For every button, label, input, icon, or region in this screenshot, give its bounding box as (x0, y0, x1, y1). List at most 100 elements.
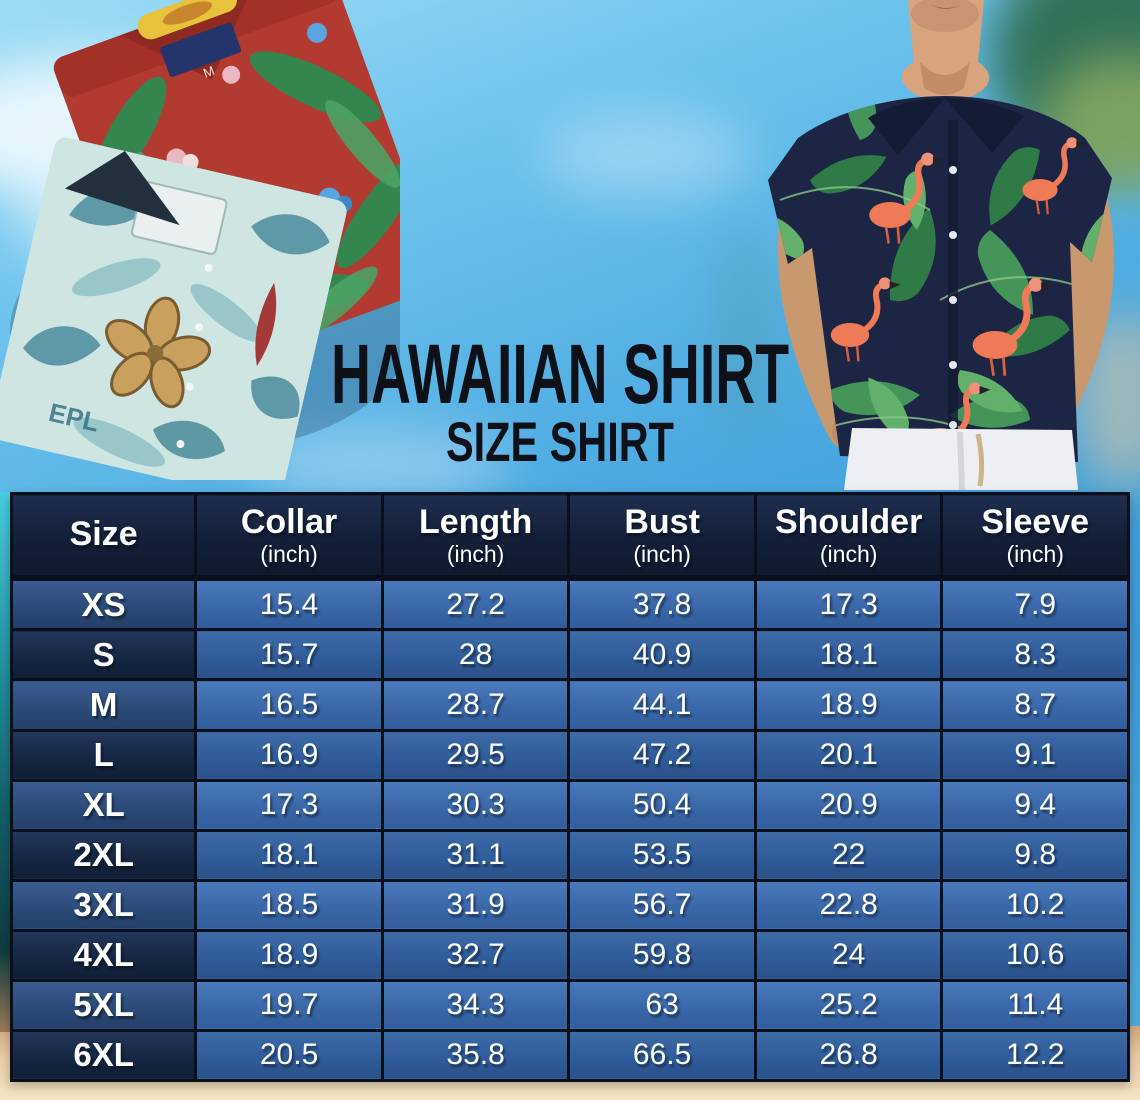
value-cell: 28.7 (380, 678, 571, 732)
red-shirt-size-tag: M (201, 63, 216, 81)
value-cell: 20.1 (753, 728, 944, 782)
size-cell: 5XL (9, 978, 198, 1032)
column-header-collar: Collar (inch) (194, 492, 384, 581)
size-cell: 4XL (9, 928, 198, 982)
size-cell: 2XL (9, 828, 198, 882)
value-cell: 27.2 (380, 576, 571, 632)
value-cell: 9.1 (940, 728, 1130, 782)
table-row: M 16.5 28.7 44.1 18.9 8.7 (9, 678, 1130, 732)
page-title: HAWAIIAN SHIRT (331, 340, 789, 418)
teal-shirt-collar (64, 150, 180, 226)
column-label: Sleeve (981, 502, 1090, 541)
value-cell: 18.9 (194, 928, 384, 982)
folded-shirts-photo: M (0, 0, 400, 480)
value-cell: 10.2 (940, 878, 1130, 932)
table-row: 6XL 20.5 35.8 66.5 26.8 12.2 (9, 1028, 1130, 1083)
value-cell: 31.9 (380, 878, 571, 932)
value-cell: 17.3 (194, 778, 384, 832)
column-unit: (inch) (633, 540, 691, 567)
value-cell: 18.9 (753, 678, 944, 732)
size-cell: 3XL (9, 878, 198, 932)
size-cell: L (9, 728, 198, 782)
value-cell: 22.8 (753, 878, 944, 932)
value-cell: 37.8 (567, 576, 757, 632)
value-cell: 12.2 (940, 1028, 1130, 1083)
value-cell: 18.1 (753, 628, 944, 682)
hibiscus-print (105, 296, 212, 409)
value-cell: 20.5 (194, 1028, 384, 1083)
table-row: L 16.9 29.5 47.2 20.1 9.1 (9, 728, 1130, 782)
column-unit: (inch) (260, 540, 318, 567)
value-cell: 16.5 (194, 678, 384, 732)
page-title-svg: HAWAIIAN SHIRT (331, 340, 789, 418)
model-lips (930, 4, 962, 9)
value-cell: 35.8 (380, 1028, 571, 1083)
value-cell: 63 (567, 978, 757, 1032)
column-label: Collar (240, 502, 338, 541)
table-row: XS 15.4 27.2 37.8 17.3 7.9 (9, 576, 1130, 632)
value-cell: 66.5 (567, 1028, 757, 1083)
blurred-sea-background (715, 230, 775, 440)
value-cell: 15.7 (194, 628, 384, 682)
value-cell: 19.7 (194, 978, 384, 1032)
value-cell: 32.7 (380, 928, 571, 982)
column-header-sleeve: Sleeve (inch) (940, 492, 1130, 581)
column-header-shoulder: Shoulder (inch) (753, 492, 944, 581)
table-row: 2XL 18.1 31.1 53.5 22 9.8 (9, 828, 1130, 882)
table-header: Size Collar (inch) Length (inch) Bust (i… (9, 492, 1130, 581)
value-cell: 22 (753, 828, 944, 882)
value-cell: 8.3 (940, 628, 1130, 682)
flamingo-shirt-print (768, 96, 1112, 467)
value-cell: 34.3 (380, 978, 571, 1032)
value-cell: 50.4 (567, 778, 757, 832)
column-unit: (inch) (446, 540, 505, 567)
size-cell: S (9, 628, 198, 682)
value-cell: 16.9 (194, 728, 384, 782)
page-subtitle: SIZE SHIRT (446, 418, 674, 470)
cloud (540, 110, 750, 200)
size-cell: XS (9, 576, 198, 632)
column-label: Length (418, 502, 533, 541)
shirt-collar (868, 98, 1024, 155)
value-cell: 47.2 (567, 728, 757, 782)
column-label: Bust (624, 502, 700, 541)
value-cell: 40.9 (567, 628, 757, 682)
value-cell: 29.5 (380, 728, 571, 782)
value-cell: 26.8 (753, 1028, 944, 1083)
value-cell: 17.3 (753, 576, 944, 632)
sea-edge-strip (0, 492, 10, 1032)
value-cell: 24 (753, 928, 944, 982)
value-cell: 59.8 (567, 928, 757, 982)
value-cell: 10.6 (940, 928, 1130, 982)
table-row: XL 17.3 30.3 50.4 20.9 9.4 (9, 778, 1130, 832)
shirt-buttons (949, 166, 957, 429)
red-shirt-label (160, 22, 242, 77)
table-row: 4XL 18.9 32.7 59.8 24 10.6 (9, 928, 1130, 982)
teal-hawaiian-shirt: EPL (0, 137, 347, 480)
column-unit: (inch) (1006, 540, 1064, 567)
value-cell: 9.4 (940, 778, 1130, 832)
column-label: Shoulder (774, 502, 923, 541)
title-block: HAWAIIAN SHIRT SIZE SHIRT (300, 340, 820, 470)
size-cell: 6XL (9, 1028, 198, 1083)
value-cell: 30.3 (380, 778, 571, 832)
model-face-neck (901, 0, 990, 103)
value-cell: 20.9 (753, 778, 944, 832)
value-cell: 18.5 (194, 878, 384, 932)
table-row: 3XL 18.5 31.9 56.7 22.8 10.2 (9, 878, 1130, 932)
value-cell: 31.1 (380, 828, 571, 882)
column-unit: (inch) (819, 540, 878, 567)
value-cell: 53.5 (567, 828, 757, 882)
pants-drawstring (975, 433, 985, 487)
column-header-size: Size (9, 492, 198, 581)
column-label: Size (69, 515, 138, 554)
value-cell: 28 (380, 628, 571, 682)
value-cell: 11.4 (940, 978, 1130, 1032)
model-photo (768, 0, 1114, 490)
value-cell: 9.8 (940, 828, 1130, 882)
model-pants (844, 428, 1078, 490)
parrot-print (255, 282, 277, 367)
value-cell: 7.9 (940, 576, 1130, 632)
table-row: 5XL 19.7 34.3 63 25.2 11.4 (9, 978, 1130, 1032)
